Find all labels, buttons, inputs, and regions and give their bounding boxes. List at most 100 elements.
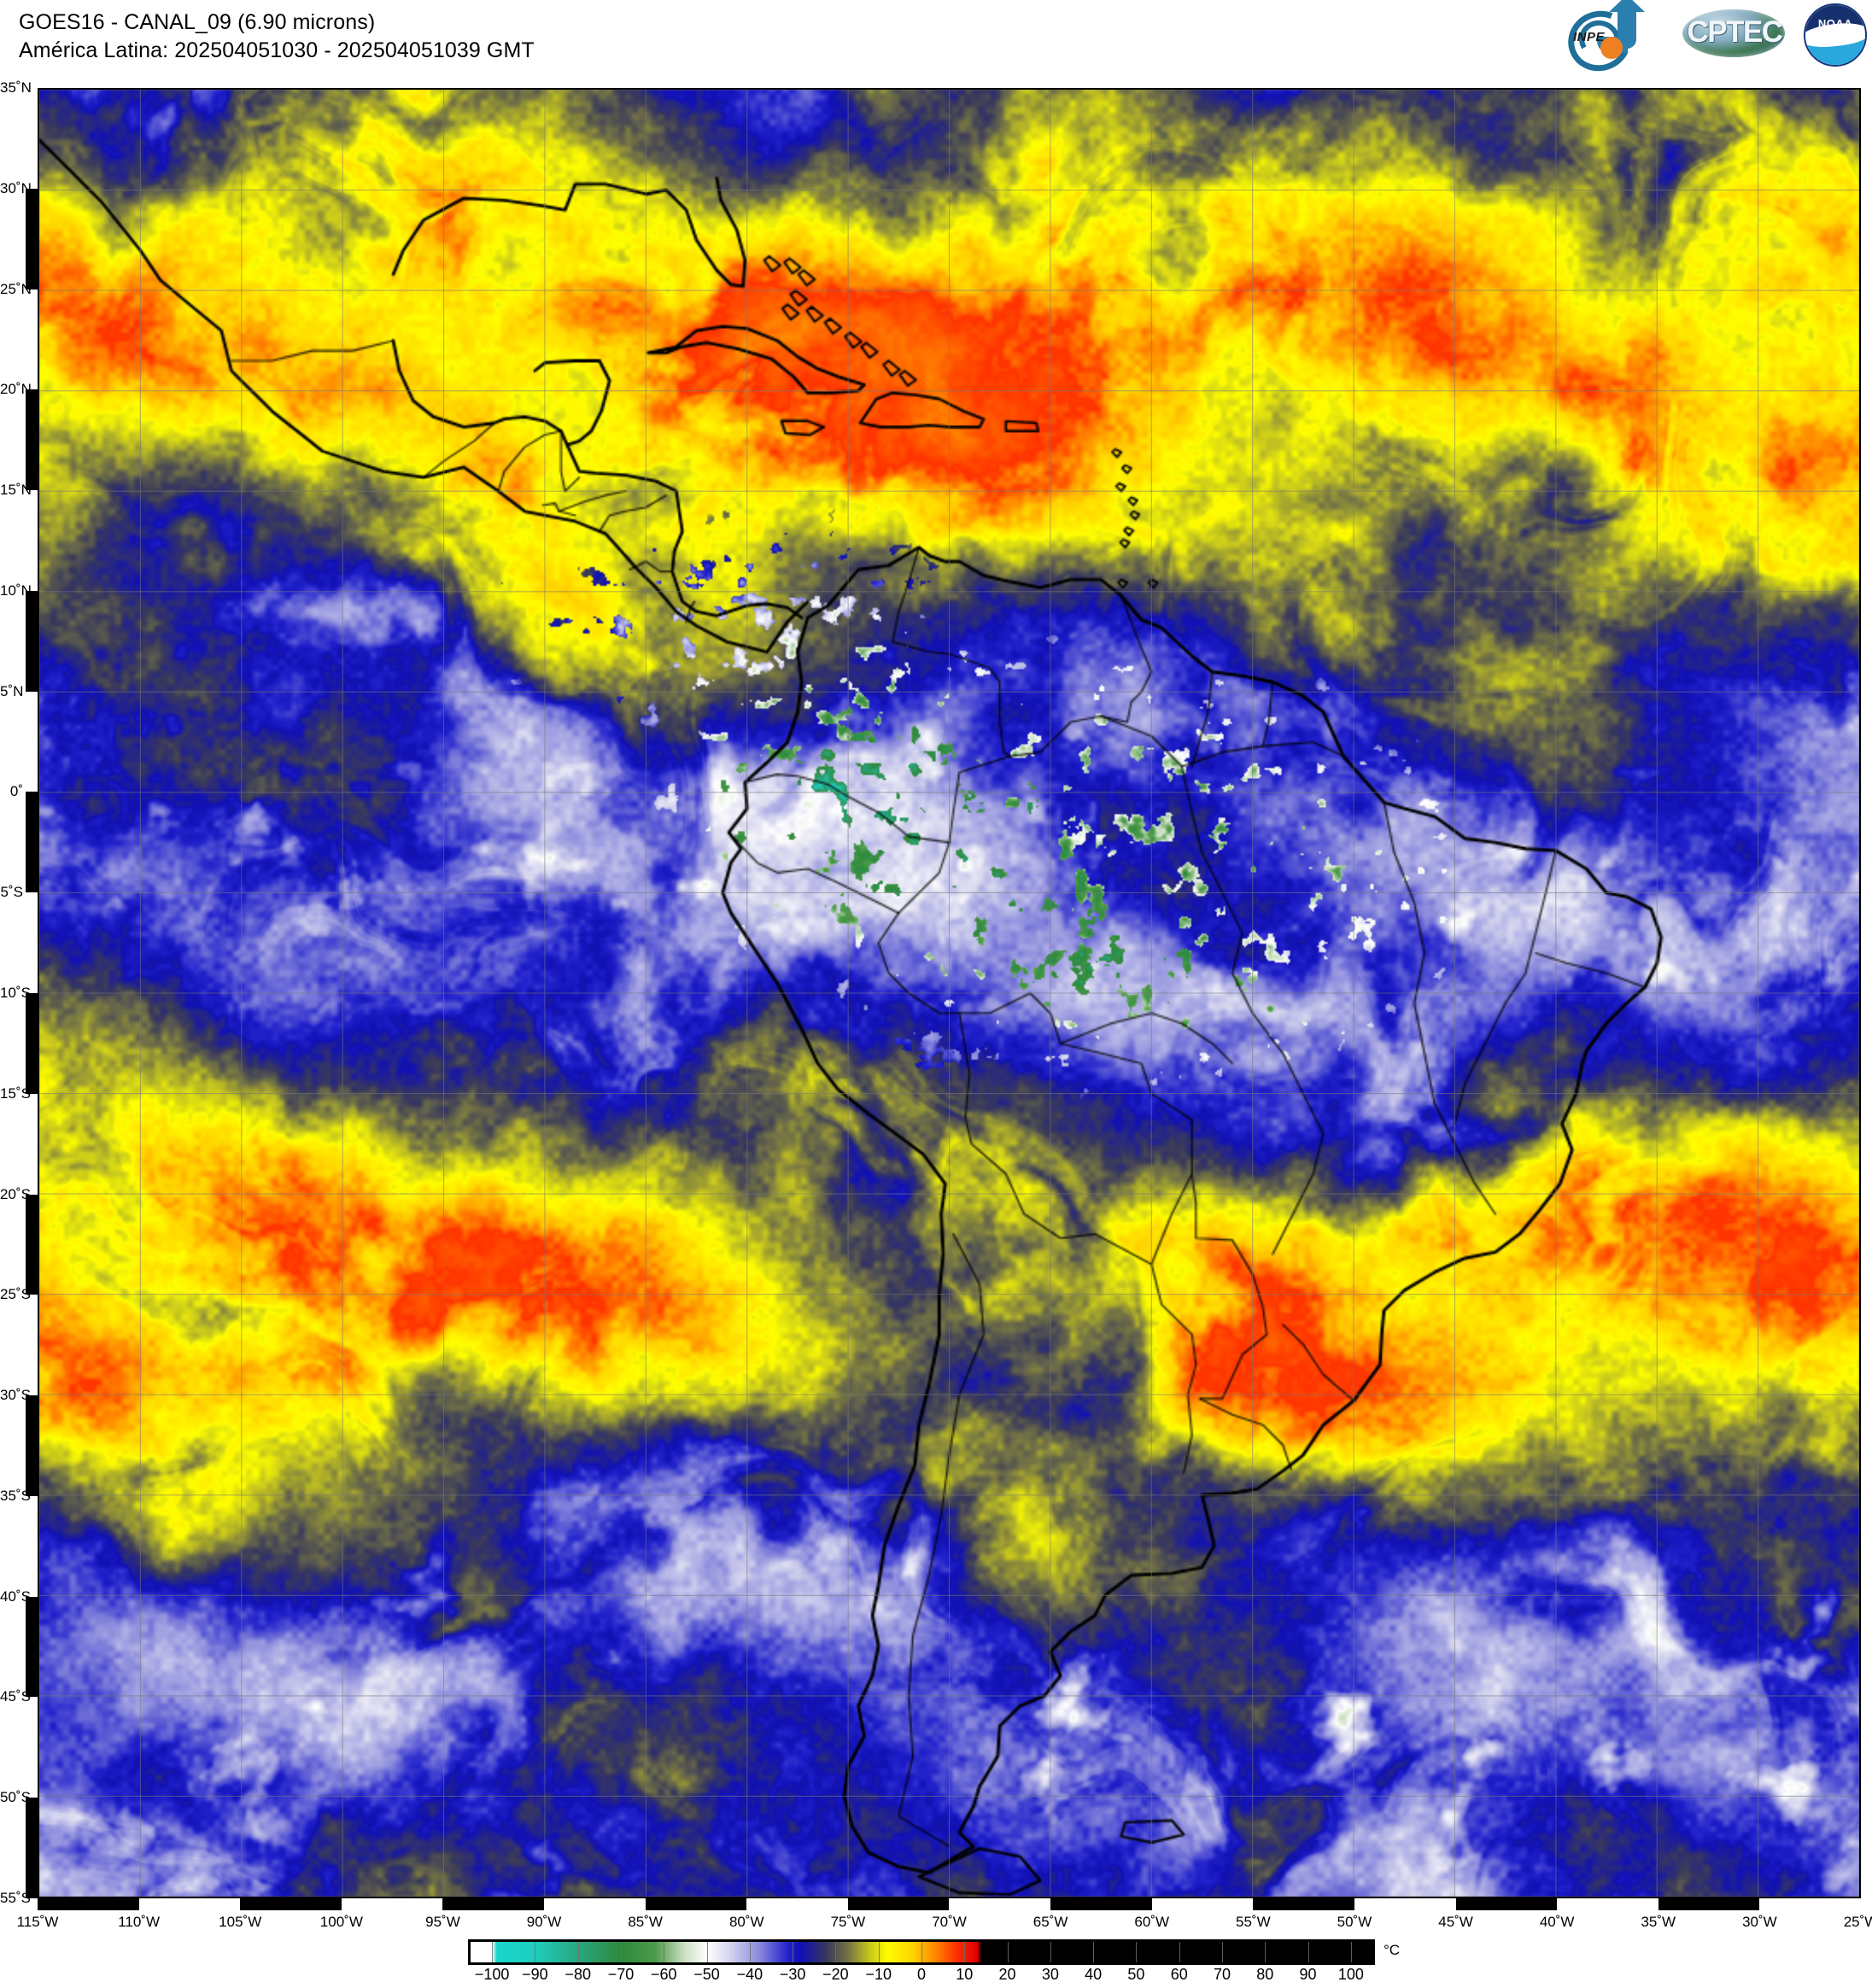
colorbar-tick-label: −100 (474, 1966, 510, 1983)
lon-tick-label: 115˚W (16, 1914, 59, 1930)
lat-tick-label: 5˚S (0, 884, 23, 901)
colorbar-tick (921, 1942, 922, 1962)
lon-tick-label: 50˚W (1337, 1914, 1372, 1930)
lat-tick-segment (26, 792, 38, 893)
lat-tick-label: 35˚N (0, 79, 32, 96)
lon-tick-label: 55˚W (1236, 1914, 1271, 1930)
colorbar-tick (878, 1942, 880, 1962)
colorbar-tick (492, 1942, 494, 1962)
lon-tick-segment (1253, 1898, 1354, 1910)
lat-tick-segment (26, 1194, 38, 1295)
colorbar-tick-label: 90 (1299, 1966, 1317, 1983)
lon-tick-label: 110˚W (118, 1914, 161, 1930)
lon-tick-segment (1658, 1898, 1760, 1910)
lat-tick-label: 10˚S (0, 985, 31, 1001)
colorbar-tick-label: 70 (1213, 1966, 1231, 1983)
colorbar-tick-label: 50 (1127, 1966, 1145, 1983)
lon-tick-label: 30˚W (1742, 1914, 1777, 1930)
cptec-logo: CPTEC (1677, 3, 1790, 64)
lat-tick-label: 25˚N (0, 280, 32, 297)
lon-tick-label: 40˚W (1539, 1914, 1575, 1930)
title-block: GOES16 - CANAL_09 (6.90 microns) América… (19, 9, 535, 65)
lon-tick-label: 90˚W (526, 1914, 562, 1930)
colorbar-tick (964, 1942, 966, 1962)
lon-tick-segment (1050, 1898, 1152, 1910)
noaa-logo-label: NOAA (1817, 17, 1853, 30)
colorbar-tick (1179, 1942, 1180, 1962)
colorbar-tick (1222, 1942, 1223, 1962)
lat-tick-segment (26, 1395, 38, 1496)
title-line-product: GOES16 - CANAL_09 (6.90 microns) (19, 10, 376, 34)
colorbar-tick-label: 100 (1337, 1966, 1364, 1983)
lat-tick-segment (26, 188, 38, 289)
colorbar-tick-label: 0 (916, 1966, 927, 1983)
colorbar-tick-label: 10 (956, 1966, 974, 1983)
lat-tick-label: 5˚N (0, 682, 24, 699)
lat-tick-label: 25˚S (0, 1286, 31, 1303)
lon-tick-segment (38, 1898, 139, 1910)
colorbar-tick (835, 1942, 837, 1962)
colorbar-tick-label: −10 (865, 1966, 892, 1983)
colorbar-tick (749, 1942, 751, 1962)
colorbar-tick-label: −90 (522, 1966, 548, 1983)
colorbar-ticks (471, 1942, 1372, 1962)
latitude-axis (26, 88, 38, 1898)
colorbar-tick-label: −70 (607, 1966, 635, 1983)
noaa-logo: NOAA (1802, 3, 1867, 67)
lat-tick-label: 20˚S (0, 1185, 31, 1202)
colorbar-tick (577, 1942, 579, 1962)
lon-tick-segment (240, 1898, 342, 1910)
colorbar-tick-label: −20 (822, 1966, 849, 1983)
lat-tick-label: 35˚S (0, 1487, 31, 1504)
colorbar-tick-label: 30 (1041, 1966, 1059, 1983)
noaa-seal-icon: NOAA (1804, 3, 1867, 67)
colorbar-tick-label: −40 (736, 1966, 763, 1983)
colorbar-tick (1007, 1942, 1009, 1962)
lon-tick-label: 70˚W (932, 1914, 967, 1930)
colorbar-tick-label: 80 (1256, 1966, 1274, 1983)
lat-tick-label: 20˚N (0, 381, 32, 398)
lon-tick-label: 60˚W (1134, 1914, 1170, 1930)
inpe-arrow-icon (1609, 0, 1645, 49)
cptec-globe-icon (1682, 9, 1785, 57)
colorbar-unit-label: °C (1384, 1942, 1401, 1958)
lat-tick-segment (26, 993, 38, 1094)
lon-tick-label: 85˚W (628, 1914, 663, 1930)
satellite-water-vapour-raster (39, 90, 1859, 1897)
colorbar-tick (1093, 1942, 1095, 1962)
colorbar-tick (1265, 1942, 1267, 1962)
inpe-logo: INPE (1559, 0, 1665, 81)
colorbar-tick-label: 20 (998, 1966, 1016, 1983)
inpe-dot-icon (1600, 37, 1623, 59)
lat-tick-label: 40˚S (0, 1587, 31, 1605)
title-line-region-time: América Latina: 202504051030 - 202504051… (19, 38, 535, 62)
lon-tick-label: 75˚W (830, 1914, 866, 1930)
lat-tick-label: 55˚S (0, 1890, 31, 1906)
colorbar-tick (1307, 1942, 1309, 1962)
colorbar-tick-label: −30 (779, 1966, 806, 1983)
lat-tick-label: 15˚S (0, 1085, 31, 1102)
colorbar-tick (1050, 1942, 1051, 1962)
colorbar-tick (1136, 1942, 1138, 1962)
lat-tick-label: 10˚N (0, 582, 32, 599)
lon-tick-segment (1455, 1898, 1558, 1910)
lat-tick-label: 30˚S (0, 1387, 31, 1404)
colorbar-tick-label: −80 (565, 1966, 591, 1983)
colorbar-tick-label: −50 (693, 1966, 720, 1983)
cptec-logo-label: CPTEC (1687, 15, 1783, 49)
lat-tick-segment (26, 1798, 38, 1898)
temperature-colorbar: −100 −90 −80 −70 −60 −50 −40 −30 −20 −10 0 10 20 30 40… (468, 1939, 1375, 1983)
logo-row: INPE CPTEC NOAA (1559, 0, 1867, 81)
lon-tick-label: 25˚W (1843, 1914, 1872, 1930)
lat-tick-label: 30˚N (0, 179, 32, 196)
colorbar-tick-label: 40 (1085, 1966, 1103, 1983)
lon-tick-label: 65˚W (1033, 1914, 1068, 1930)
lat-tick-label: 45˚S (0, 1688, 31, 1705)
lat-tick-label: 15˚N (0, 482, 32, 499)
lon-tick-label: 80˚W (728, 1914, 764, 1930)
colorbar-tick-label: 60 (1170, 1966, 1188, 1983)
colorbar-tick (706, 1942, 708, 1962)
longitude-axis (38, 1898, 1861, 1910)
lon-tick-label: 100˚W (319, 1914, 363, 1930)
colorbar-frame (468, 1939, 1375, 1965)
